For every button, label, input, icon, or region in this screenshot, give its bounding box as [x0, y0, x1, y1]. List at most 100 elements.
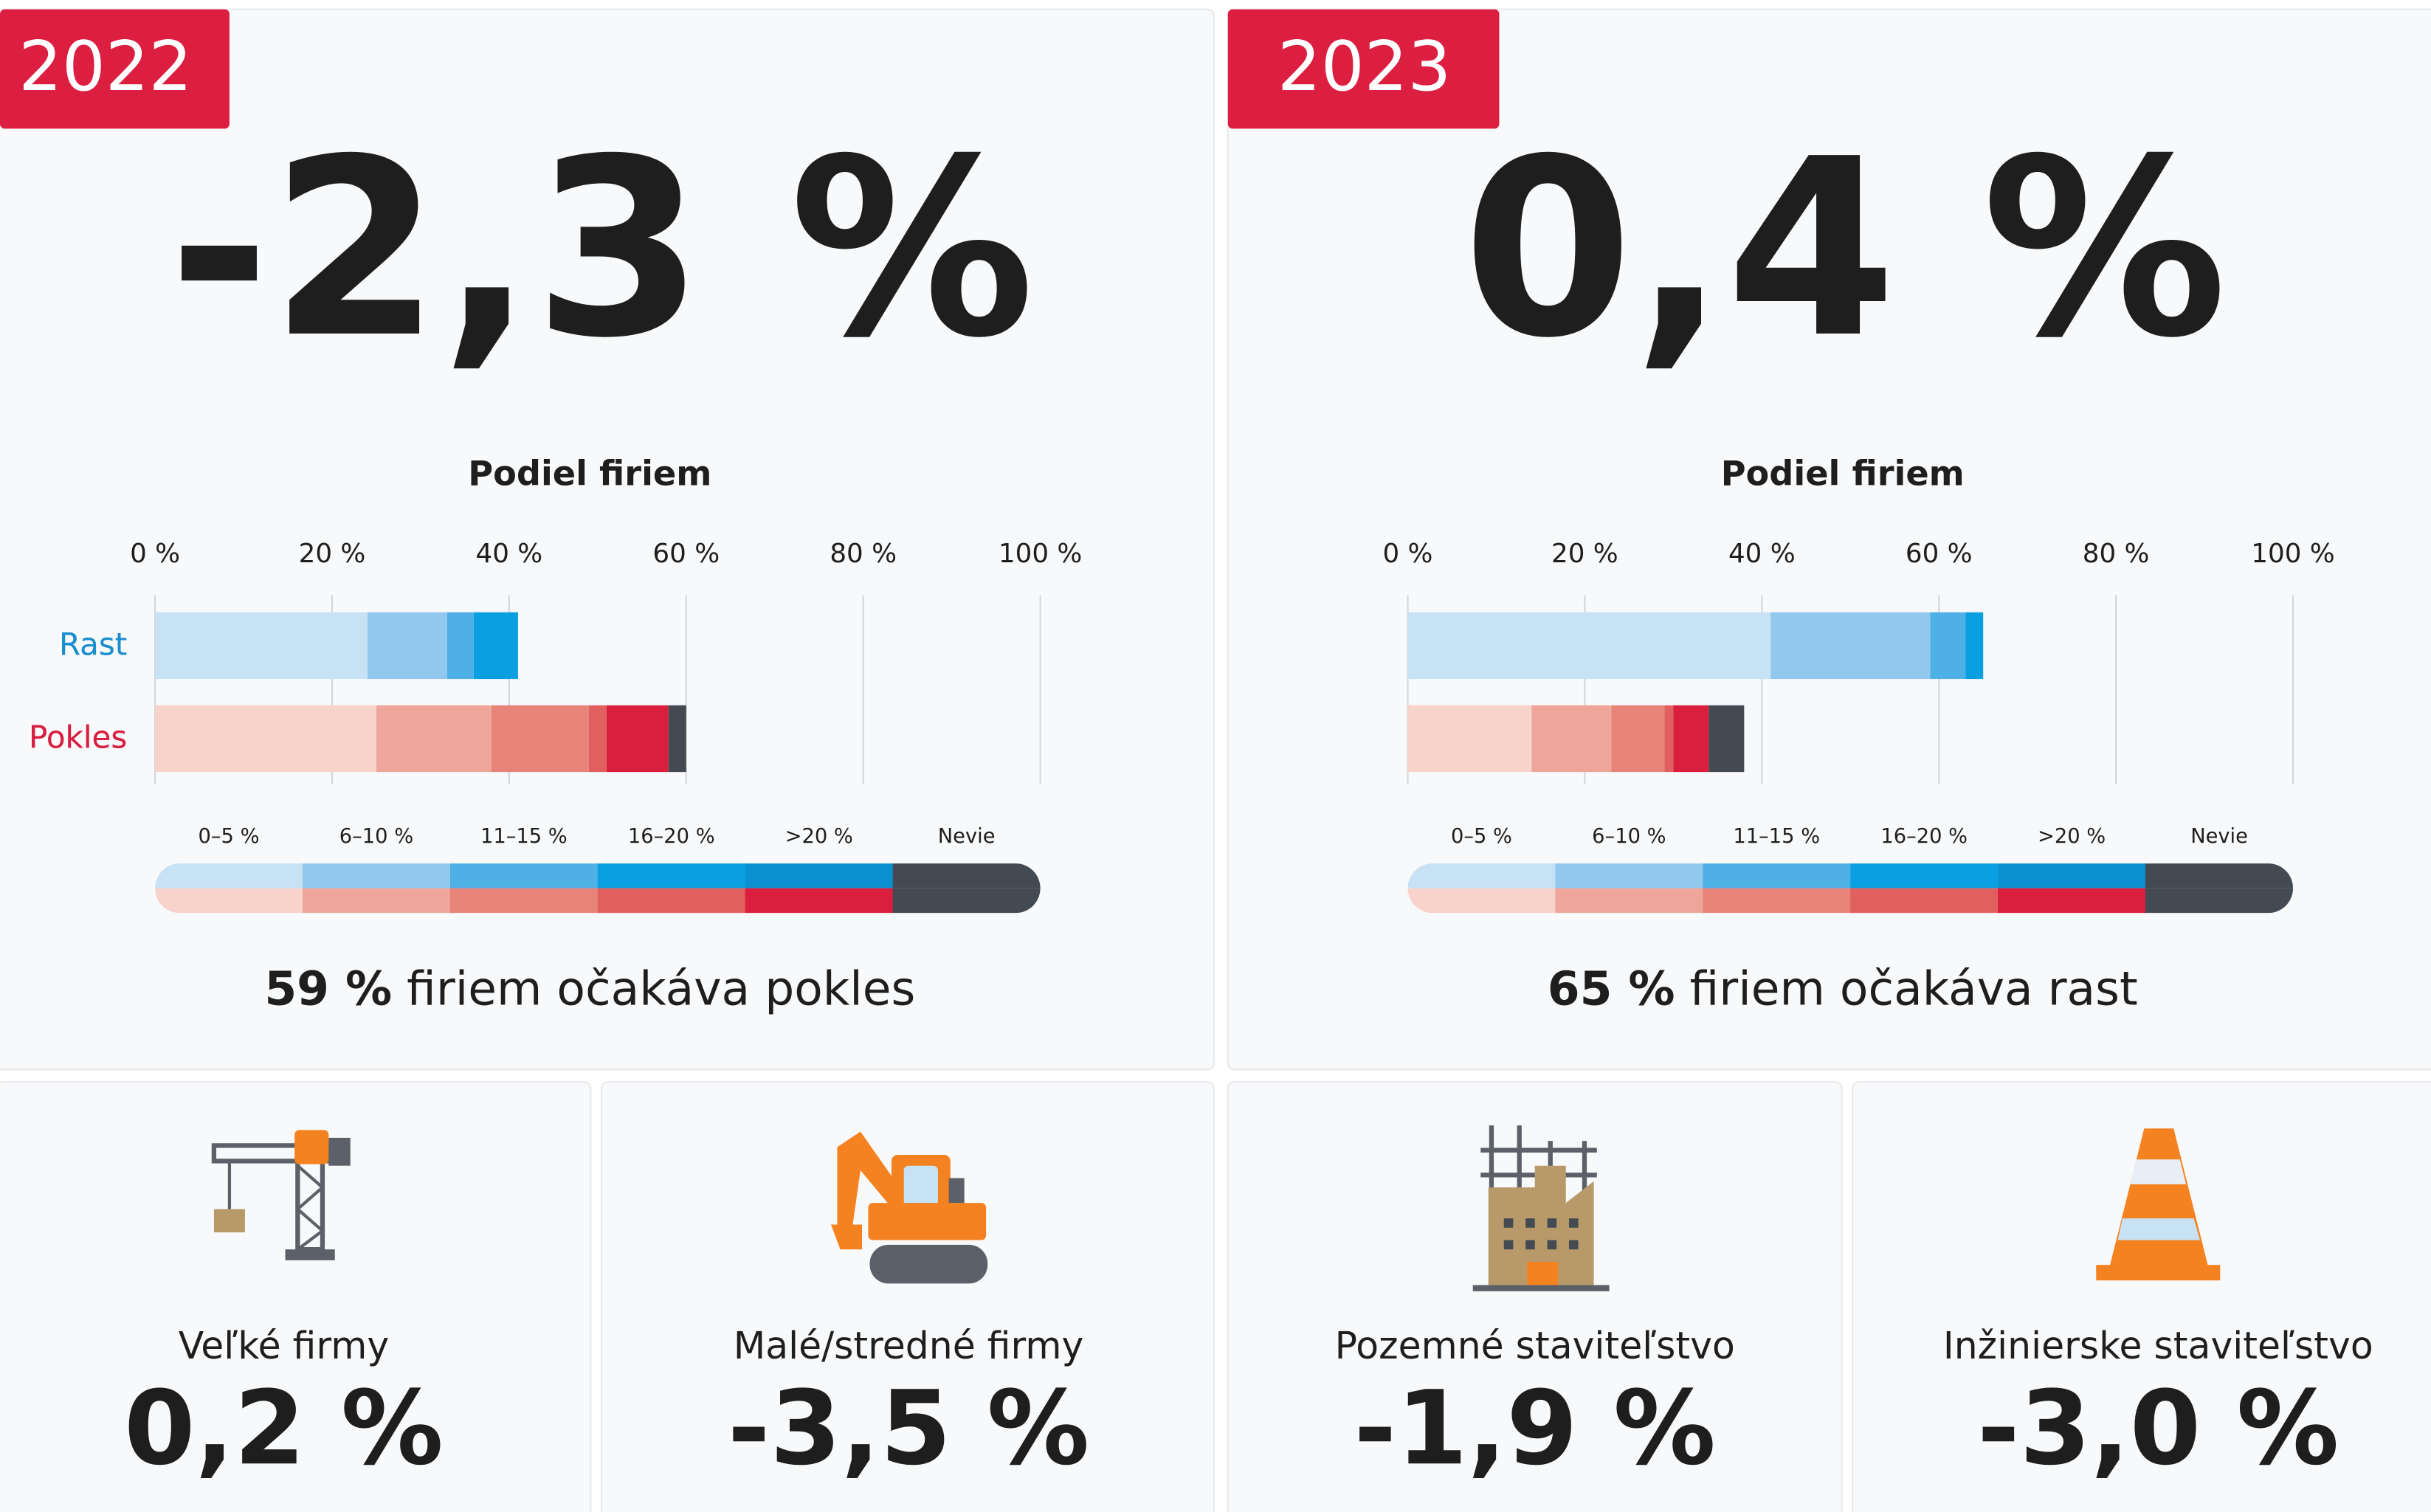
legend-label: 16–20 % — [628, 825, 715, 848]
headline: -2,3 % — [168, 107, 1035, 392]
card — [1852, 1081, 2431, 1512]
legend-label: 6–10 % — [339, 825, 413, 848]
bar-segment — [1708, 705, 1745, 773]
x-tick-label: 100 % — [2251, 539, 2334, 569]
legend-swatch — [302, 888, 451, 914]
summary: 65 % firiem očakáva rast — [1548, 962, 2138, 1016]
summary: 59 % firiem očakáva pokles — [264, 962, 915, 1016]
x-tick-label: 100 % — [999, 539, 1082, 569]
headline: 0,4 % — [1463, 107, 2227, 392]
bar-segment — [473, 612, 518, 680]
card — [1227, 8, 2431, 1071]
bar-segment — [446, 612, 474, 680]
bar-segment — [367, 612, 447, 680]
x-tick-label: 60 % — [1906, 539, 1973, 569]
x-tick-label: 40 % — [1728, 539, 1796, 569]
card — [0, 1081, 592, 1512]
summary-text: firiem očakáva pokles — [407, 962, 915, 1016]
legend-label: Nevie — [938, 825, 996, 848]
legend-swatch — [155, 863, 304, 888]
bar-segment — [155, 705, 376, 773]
x-tick-label: 0 % — [1382, 539, 1432, 569]
legend-swatch — [1555, 888, 1704, 914]
bar-segment — [1930, 612, 1966, 680]
legend-swatch — [449, 888, 599, 914]
legend-swatch — [155, 888, 304, 914]
legend-swatch — [302, 863, 451, 888]
x-tick-label: 80 % — [2083, 539, 2150, 569]
year-tag-label: 2023 — [1277, 27, 1451, 106]
chart-title: Podiel firiem — [1721, 453, 1965, 493]
legend-label: >20 % — [785, 825, 853, 848]
segment-label: Malé/stredné firmy — [734, 1324, 1084, 1367]
x-tick-label: 40 % — [476, 539, 543, 569]
x-tick-label: 80 % — [830, 539, 897, 569]
excavator-icon — [831, 1131, 988, 1284]
category-label: Rast — [59, 626, 127, 662]
card — [601, 1081, 1215, 1512]
bar-segment — [1531, 705, 1612, 773]
bar-segment — [1770, 612, 1931, 680]
category-label: Rast — [59, 626, 127, 662]
legend-swatch — [892, 863, 1041, 888]
legend-swatch — [1703, 888, 1852, 914]
legend-swatch — [1998, 863, 2147, 888]
bar-segment — [588, 705, 607, 773]
legend-swatch — [1703, 863, 1852, 888]
card — [1227, 1081, 1843, 1512]
legend-swatch — [1407, 888, 1556, 914]
legend-swatch — [1407, 863, 1556, 888]
year-tag — [0, 9, 230, 129]
chart-title: Podiel firiem — [468, 453, 711, 493]
bar-segment — [1965, 612, 1984, 680]
x-tick-label: 60 % — [652, 539, 720, 569]
cone-icon — [2096, 1128, 2221, 1281]
summary-value: 59 % — [264, 962, 392, 1016]
legend-swatch — [597, 863, 746, 888]
legend-swatch — [2145, 863, 2294, 888]
legend-swatch — [1850, 863, 1999, 888]
segment-label: Pozemné staviteľstvo — [1335, 1324, 1735, 1367]
segment-value: -1,9 % — [1354, 1368, 1716, 1488]
legend-swatch — [1555, 863, 1704, 888]
bar-segment — [1673, 705, 1709, 773]
legend-swatch — [1998, 888, 2147, 914]
segment-value: -3,0 % — [1977, 1368, 2339, 1488]
segment-label: Veľké firmy — [179, 1324, 389, 1367]
bar-segment — [1664, 705, 1674, 773]
legend-swatch — [892, 888, 1041, 914]
legend — [1407, 863, 2294, 914]
legend-swatch — [449, 863, 599, 888]
legend-swatch — [597, 888, 746, 914]
crane-icon — [211, 1130, 351, 1260]
x-tick-label: 20 % — [299, 539, 366, 569]
segment-value: -3,5 % — [728, 1368, 1089, 1488]
legend-label: 0–5 % — [1451, 825, 1512, 848]
category-label: Pokles — [29, 719, 127, 756]
legend-swatch — [745, 888, 894, 914]
building-icon — [1472, 1125, 1610, 1291]
legend — [155, 863, 1041, 914]
bar-segment — [376, 705, 492, 773]
bar-segment — [1611, 705, 1665, 773]
segment-label: Inžinierske staviteľstvo — [1943, 1324, 2373, 1367]
summary-text: firiem očakáva rast — [1690, 962, 2138, 1016]
bar-segment — [1407, 612, 1771, 680]
bar-segment — [606, 705, 669, 773]
legend-label: 11–15 % — [1733, 825, 1820, 848]
legend-label: >20 % — [2038, 825, 2106, 848]
legend-label: Nevie — [2190, 825, 2248, 848]
year-tag-label: 2022 — [18, 27, 192, 106]
card — [0, 8, 1215, 1071]
bar-segment — [1407, 705, 1532, 773]
legend-swatch — [745, 863, 894, 888]
legend-label: 6–10 % — [1592, 825, 1666, 848]
x-tick-label: 0 % — [130, 539, 180, 569]
segment-value: 0,2 % — [124, 1368, 444, 1488]
bar-segment — [491, 705, 589, 773]
legend-label: 0–5 % — [199, 825, 260, 848]
category-label: Pokles — [29, 719, 127, 756]
legend-label: 11–15 % — [480, 825, 568, 848]
